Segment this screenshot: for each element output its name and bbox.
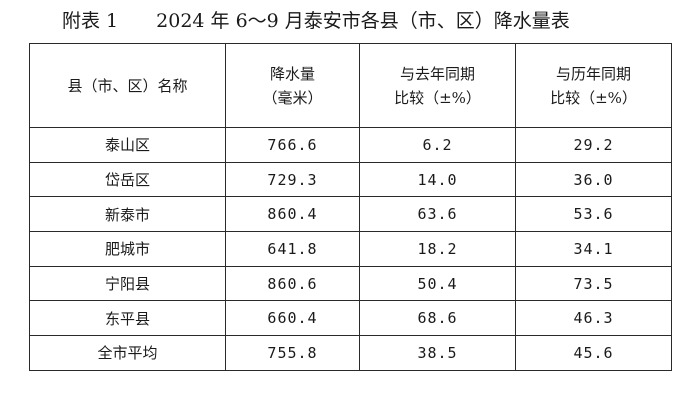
cell-yoy: 50.4 — [359, 265, 516, 302]
cell-hist: 53.6 — [515, 196, 672, 233]
cell-hist: 34.1 — [515, 231, 672, 267]
table-header-row: 县（市、区）名称 降水量 （毫米） 与去年同期 比较（±%） 与历年同期 比较（… — [29, 43, 672, 128]
cell-name: 岱岳区 — [29, 161, 226, 198]
table-title: 附表 1 2024 年 6～9 月泰安市各县（市、区）降水量表 — [62, 6, 570, 36]
cell-hist: 73.5 — [515, 265, 672, 302]
cell-name: 宁阳县 — [29, 265, 226, 302]
table-row: 宁阳县 860.6 50.4 73.5 — [29, 265, 672, 302]
header-year-over-year: 与去年同期 比较（±%） — [359, 43, 516, 128]
cell-name: 泰山区 — [29, 127, 226, 163]
cell-yoy: 18.2 — [359, 231, 516, 267]
header-historical: 与历年同期 比较（±%） — [515, 43, 672, 128]
header-rainfall: 降水量 （毫米） — [225, 43, 360, 128]
table-row: 肥城市 641.8 18.2 34.1 — [29, 231, 672, 267]
header-yoy-line2: 比较（±%） — [394, 88, 481, 107]
header-hist-line2: 比较（±%） — [550, 88, 637, 107]
cell-name: 东平县 — [29, 300, 226, 337]
header-hist-line1: 与历年同期 — [555, 64, 631, 83]
table-row: 东平县 660.4 68.6 46.3 — [29, 300, 672, 337]
cell-rainfall: 641.8 — [225, 231, 360, 267]
cell-yoy: 14.0 — [359, 161, 516, 198]
header-rainfall-line2: （毫米） — [262, 88, 323, 107]
cell-hist: 36.0 — [515, 161, 672, 198]
cell-name: 新泰市 — [29, 196, 226, 233]
table-row: 新泰市 860.4 63.6 53.6 — [29, 196, 672, 233]
cell-yoy: 38.5 — [359, 335, 516, 371]
header-yoy-line1: 与去年同期 — [399, 64, 475, 83]
rainfall-table: 县（市、区）名称 降水量 （毫米） 与去年同期 比较（±%） 与历年同期 比较（… — [29, 43, 672, 371]
cell-hist: 46.3 — [515, 300, 672, 337]
cell-yoy: 63.6 — [359, 196, 516, 233]
table-row: 泰山区 766.6 6.2 29.2 — [29, 127, 672, 163]
cell-yoy: 68.6 — [359, 300, 516, 337]
cell-rainfall: 766.6 — [225, 127, 360, 163]
cell-rainfall: 755.8 — [225, 335, 360, 371]
cell-yoy: 6.2 — [359, 127, 516, 163]
cell-rainfall: 660.4 — [225, 300, 360, 337]
cell-name: 肥城市 — [29, 231, 226, 267]
header-name: 县（市、区）名称 — [29, 43, 226, 128]
cell-rainfall: 729.3 — [225, 161, 360, 198]
cell-name: 全市平均 — [29, 335, 226, 371]
table-title-text: 2024 年 6～9 月泰安市各县（市、区）降水量表 — [156, 10, 570, 32]
table-row: 岱岳区 729.3 14.0 36.0 — [29, 161, 672, 198]
header-rainfall-line1: 降水量 — [269, 64, 315, 83]
table-label: 附表 1 — [62, 10, 119, 32]
cell-hist: 29.2 — [515, 127, 672, 163]
cell-rainfall: 860.6 — [225, 265, 360, 302]
table-row-average: 全市平均 755.8 38.5 45.6 — [29, 335, 672, 371]
cell-hist: 45.6 — [515, 335, 672, 371]
cell-rainfall: 860.4 — [225, 196, 360, 233]
